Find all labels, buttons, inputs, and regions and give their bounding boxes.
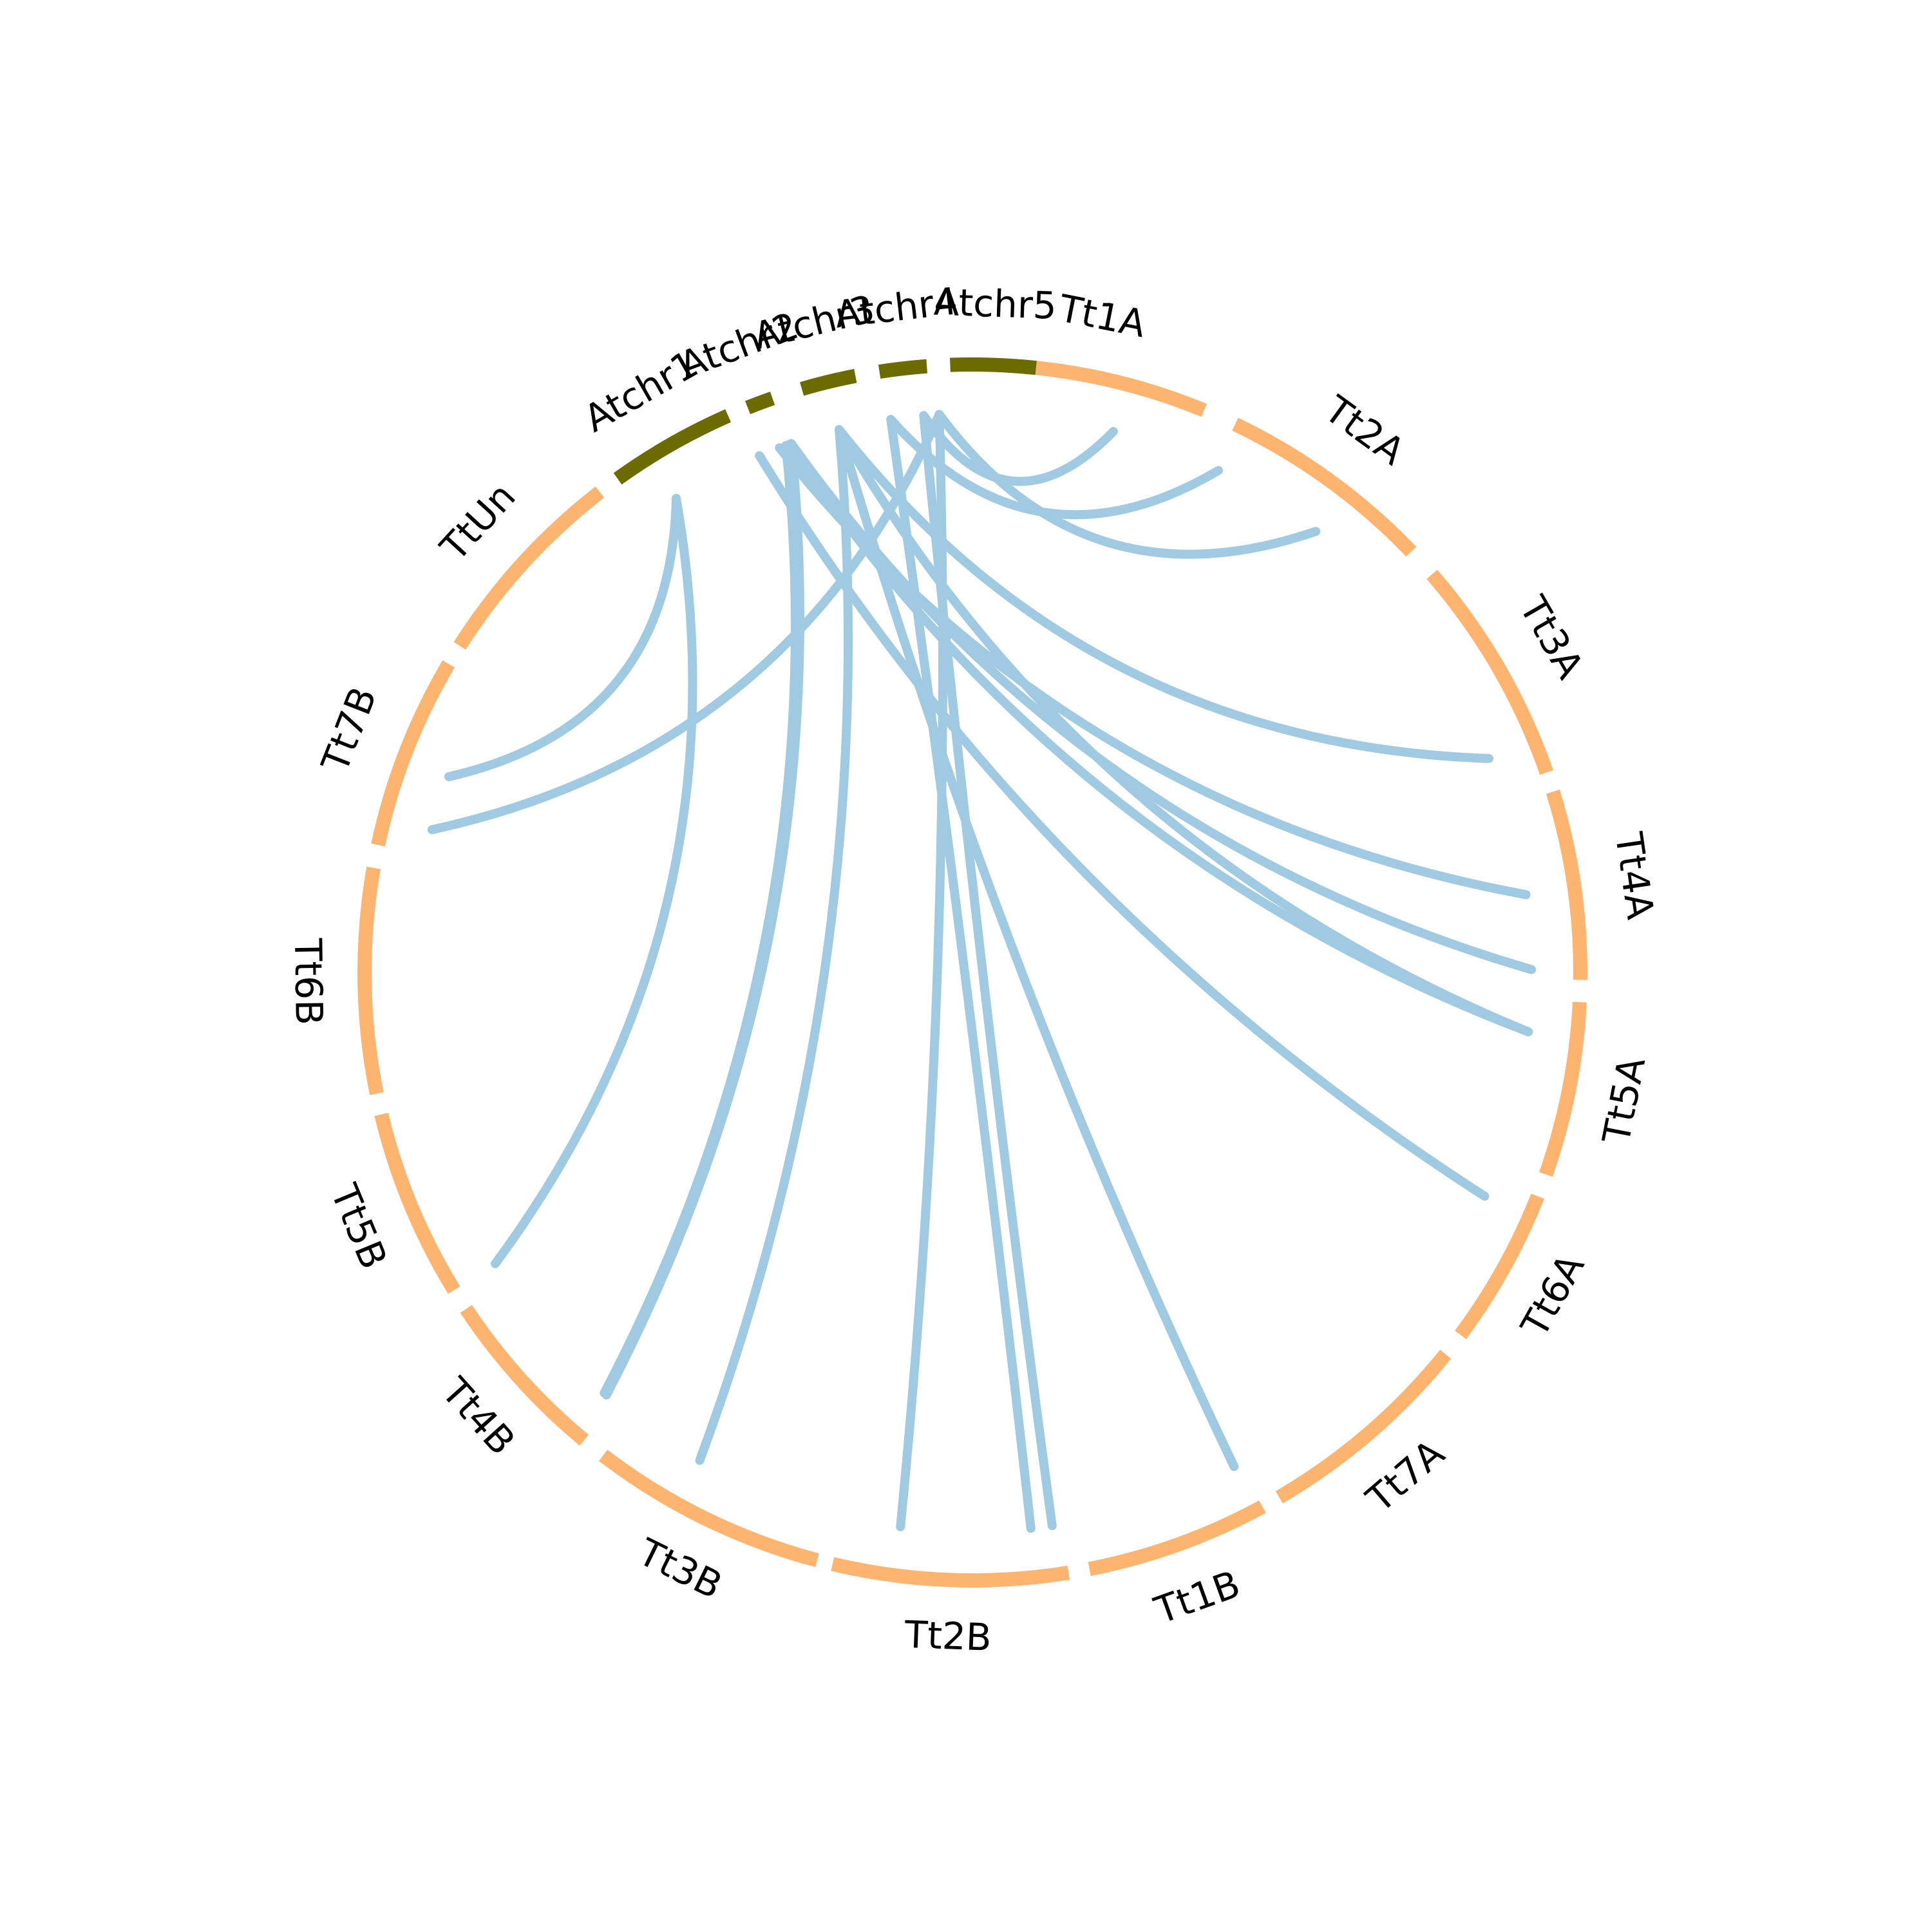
segment-label-tt7b: Tt7B xyxy=(313,681,386,778)
segment-label-tt6a: Tt6A xyxy=(1512,1247,1593,1345)
segment-atchr4 xyxy=(878,359,928,379)
segment-label-tt3b: Tt3B xyxy=(631,1530,729,1607)
segment-label-tt5a: Tt5A xyxy=(1594,1054,1654,1148)
segment-tt3a xyxy=(1426,569,1553,775)
segment-tt4b xyxy=(460,1305,589,1446)
segment-tt7b xyxy=(371,660,455,847)
segment-label-tt1b: Tt1B xyxy=(1148,1562,1245,1633)
segment-atchr2 xyxy=(744,392,775,415)
segment-label-tt5b: Tt5B xyxy=(322,1177,396,1275)
link-atchr4-tt3a xyxy=(835,425,1493,763)
segment-tt1b xyxy=(1088,1500,1266,1577)
segment-tt5b xyxy=(374,1112,460,1294)
segment-atchr1 xyxy=(613,409,732,485)
segment-label-tt7a: Tt7A xyxy=(1358,1431,1453,1521)
segment-atchr3 xyxy=(800,368,857,396)
segment-label-ttun: TtUn xyxy=(431,475,524,570)
segment-tt4a xyxy=(1546,790,1587,980)
link-atchr4-tt4b xyxy=(695,425,853,1465)
segment-tt6b xyxy=(357,866,384,1095)
link-atchr2-tt6a xyxy=(755,451,1490,1201)
segment-ttun xyxy=(453,486,605,650)
link-atchr1-tt7b xyxy=(444,493,681,781)
segment-label-tt3a: Tt3A xyxy=(1511,589,1593,687)
link-atchr1-tt5b xyxy=(491,493,697,1269)
segment-label-tt1a: Tt1A xyxy=(1055,286,1150,346)
link-atchr4-tt5a xyxy=(835,425,1533,1037)
links-layer xyxy=(427,410,1536,1533)
link-atchr5-tt3b xyxy=(896,410,947,1531)
link-atchr3-tt4b xyxy=(601,439,805,1400)
segment-label-tt4a: Tt4A xyxy=(1607,829,1663,922)
segment-label-tt4b: Tt4B xyxy=(433,1369,524,1464)
segment-label-atchr5: Atchr5 xyxy=(933,280,1057,328)
segment-tt7a xyxy=(1275,1349,1452,1504)
segment-label-tt2b: Tt2B xyxy=(904,1613,992,1660)
segment-tt5a xyxy=(1539,1001,1587,1177)
link-atchr4-tt2b xyxy=(886,415,1036,1533)
segments-layer xyxy=(357,357,1587,1587)
segment-tt6a xyxy=(1455,1193,1544,1340)
link-atchr4-tt1b xyxy=(835,425,1239,1472)
segment-tt3b xyxy=(598,1450,819,1567)
link-atchr5-tt1a xyxy=(919,411,1118,486)
segment-label-tt6b: Tt6B xyxy=(286,938,331,1026)
segment-tt2b xyxy=(831,1557,1070,1587)
segment-label-tt2a: Tt2A xyxy=(1316,387,1413,474)
segment-tt2a xyxy=(1232,417,1417,557)
link-atchr5-tt7b xyxy=(427,410,944,835)
link-atchr5-tt2a xyxy=(934,410,1321,559)
segment-atchr5 xyxy=(950,357,1037,375)
